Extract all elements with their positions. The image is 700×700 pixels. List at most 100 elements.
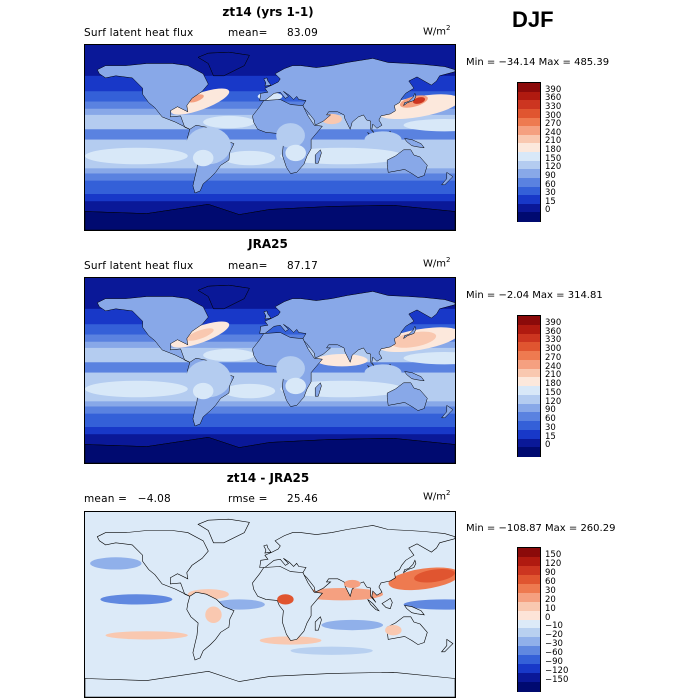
panel-2-mean-value: 87.17: [287, 260, 319, 272]
panel-3-rmse-value: 25.46: [287, 493, 319, 505]
colorbar-tick-label: 60: [545, 414, 556, 424]
map-field: [85, 278, 455, 463]
panel-1-units: W/m2: [423, 24, 451, 38]
colorbar-swatch: [518, 91, 540, 101]
colorbar-swatch: [518, 359, 540, 369]
colorbar-tick-label: 30: [545, 188, 556, 199]
colorbar-swatch: [518, 195, 540, 205]
colorbar-swatch: [518, 126, 540, 136]
colorbar-swatch: [518, 637, 540, 647]
panel-1-mean-value: 83.09: [287, 27, 319, 39]
colorbar-swatch: [518, 169, 540, 179]
colorbar-swatch: [518, 108, 540, 118]
panel-1-minmax: Min = −34.14 Max = 485.39: [466, 57, 610, 68]
colorbar-swatch: [518, 394, 540, 404]
colorbar-tick-label: 360: [545, 326, 562, 337]
colorbar-swatch: [518, 548, 540, 558]
colorbar-swatch: [518, 583, 540, 594]
colorbar-tick-label: −60: [545, 648, 563, 659]
panel-2-field-label: Surf latent heat flux: [84, 260, 194, 272]
colorbar-tick-label: −90: [545, 657, 563, 668]
colorbar-swatch: [518, 556, 540, 567]
colorbar-swatch: [518, 368, 540, 378]
panel-3-map: [84, 511, 456, 698]
colorbar-tick-label: 60: [545, 179, 556, 190]
colorbar-swatch: [518, 134, 540, 144]
colorbar-tick-label: 120: [545, 558, 562, 569]
colorbar-swatch: [518, 117, 540, 127]
colorbar-tick-label: −120: [545, 666, 569, 677]
panel-1-title: zt14 (yrs 1-1): [222, 5, 314, 19]
panel-3-mean-text: mean = −4.08: [84, 493, 171, 505]
panel-2-colorbar: 390 360 330 300 270 240 210 180 150 120 90 60 30 15 0: [517, 315, 561, 457]
colorbar-tick-label: 0: [545, 205, 551, 216]
colorbar-swatch: [518, 421, 540, 431]
colorbar-swatch: [518, 403, 540, 413]
colorbar-tick-label: 210: [545, 136, 562, 147]
colorbar-swatch: [518, 412, 540, 422]
colorbar-swatch: [518, 673, 540, 683]
colorbar-tick-label: 240: [545, 127, 562, 138]
colorbar-swatch: [518, 664, 540, 674]
colorbar-swatch: [518, 592, 540, 603]
colorbar-swatch: [518, 203, 540, 213]
panel-2-map: [84, 277, 456, 464]
colorbar-swatch: [518, 152, 540, 162]
colorbar-tick-label: −30: [545, 639, 563, 650]
colorbar-tick-label: 90: [545, 405, 556, 416]
colorbar-tick-label: −150: [545, 675, 569, 686]
colorbar-tick-label: 150: [545, 549, 562, 560]
colorbar-swatch: [518, 333, 540, 343]
panel-3-colorbar: 150 120 90 60 30 20 10 0 −10 −20 −30 −60 −90 −120 −150: [517, 547, 568, 692]
colorbar-swatch: [518, 655, 540, 665]
colorbar-swatch: [518, 619, 540, 629]
colorbar-swatch: [518, 565, 540, 576]
colorbar-swatch: [518, 83, 540, 93]
colorbar-swatch: [518, 186, 540, 196]
colorbar-swatch: [518, 438, 540, 448]
panel-2-mean-label: mean=: [228, 260, 268, 272]
panel-3-minmax: Min = −108.87 Max = 260.29: [466, 523, 616, 534]
colorbar-tick-label: 150: [545, 387, 562, 398]
panel-1-colorbar: 390 360 330 300 270 240 210 180 150 120 90 60 30 15 0: [517, 82, 561, 222]
colorbar-tick-label: −10: [545, 621, 563, 632]
colorbar-swatch: [518, 601, 540, 612]
colorbar-tick-label: 60: [545, 576, 556, 587]
colorbar-tick-label: 15: [545, 196, 556, 207]
colorbar-swatch: [518, 646, 540, 656]
colorbar-swatch: [518, 377, 540, 387]
colorbar-swatch: [518, 100, 540, 110]
colorbar-swatches: [517, 82, 541, 222]
colorbar-swatch: [518, 324, 540, 334]
panel-1-map: [84, 44, 456, 231]
colorbar-tick-label: 330: [545, 101, 562, 112]
panel-2-title: JRA25: [248, 237, 288, 251]
colorbar-tick-label: 30: [545, 422, 556, 433]
colorbar-swatch: [518, 177, 540, 187]
colorbar-swatches: [517, 315, 541, 457]
colorbar-tick-label: 180: [545, 145, 562, 155]
colorbar-tick-label: 210: [545, 370, 562, 381]
colorbar-tick-label: 120: [545, 162, 562, 173]
colorbar-swatch: [518, 212, 540, 222]
colorbar-swatch: [518, 386, 540, 396]
colorbar-swatch: [518, 429, 540, 439]
colorbar-tick-label: 30: [545, 585, 556, 596]
colorbar-tick-label: 180: [545, 379, 562, 389]
colorbar-tick-label: 300: [545, 344, 562, 354]
colorbar-swatch: [518, 160, 540, 170]
colorbar-swatch: [518, 447, 540, 457]
panel-2-minmax: Min = −2.04 Max = 314.81: [466, 290, 603, 301]
colorbar-tick-label: 390: [545, 84, 562, 95]
colorbar-tick-label: 20: [545, 594, 556, 605]
colorbar-swatch: [518, 682, 540, 692]
panel-1-field-label: Surf latent heat flux: [84, 27, 194, 39]
colorbar-tick-label: 300: [545, 110, 562, 121]
colorbar-swatch: [518, 316, 540, 326]
panel-3-rmse-label: rmse =: [228, 493, 268, 505]
colorbar-tick-label: 90: [545, 567, 556, 578]
colorbar-swatch: [518, 342, 540, 352]
colorbar-swatch: [518, 351, 540, 361]
map-field: [85, 45, 455, 230]
colorbar-tick-label: 15: [545, 431, 556, 442]
